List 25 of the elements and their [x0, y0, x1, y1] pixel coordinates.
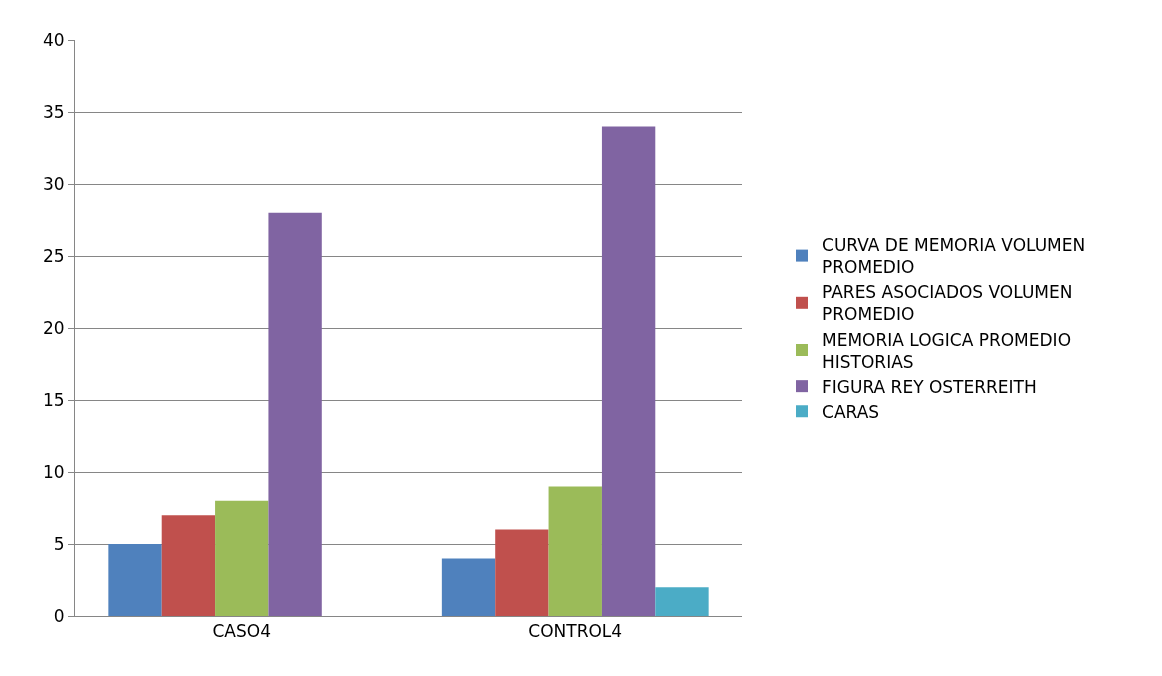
bar: [655, 587, 709, 616]
legend-label: CARAS: [822, 401, 880, 422]
x-tick-label: CONTROL4: [528, 621, 623, 642]
x-tick-label: CASO4: [212, 621, 271, 642]
legend-label: CURVA DE MEMORIA VOLUMEN PROMEDIO: [822, 235, 1086, 278]
bar: [548, 486, 602, 616]
y-tick-label: 25: [42, 245, 65, 266]
bar: [495, 529, 549, 616]
y-tick-label: 40: [42, 29, 65, 50]
bar: [441, 558, 496, 616]
bar: [161, 515, 216, 616]
y-tick-label: 0: [53, 605, 65, 626]
y-tick-label: 30: [42, 173, 65, 194]
legend-label: MEMORIA LOGICA PROMEDIO HISTORIAS: [822, 329, 1072, 372]
bar: [108, 544, 162, 616]
y-tick-label: 35: [42, 101, 65, 122]
bar: [268, 212, 322, 616]
legend-label: FIGURA REY OSTERREITH: [822, 376, 1037, 397]
y-tick-label: 10: [42, 461, 65, 482]
y-tick-label: 15: [42, 389, 65, 410]
y-tick-label: 5: [53, 533, 65, 554]
bar: [601, 126, 656, 616]
y-tick-label: 20: [42, 317, 65, 338]
bar: [215, 500, 269, 616]
legend-label: PARES ASOCIADOS VOLUMEN PROMEDIO: [822, 282, 1073, 325]
